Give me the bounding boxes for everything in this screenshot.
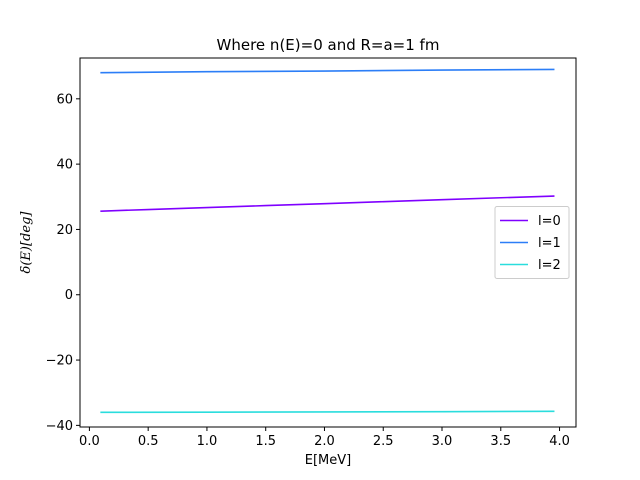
y-tick-label: 0 [65, 288, 73, 303]
y-tick-label: 40 [56, 158, 73, 173]
x-tick-label: 1.5 [255, 434, 276, 449]
x-tick-label: 2.5 [373, 434, 394, 449]
y-axis-ticks: −40 −20 0 20 40 60 [46, 92, 80, 434]
x-tick-label: 0.0 [79, 434, 100, 449]
series-line-l1 [100, 68, 555, 74]
chart-legend: l=0 l=1 l=2 [494, 206, 570, 279]
plot-lines [100, 68, 555, 414]
y-tick-label: −40 [46, 419, 73, 434]
x-axis-label: E[MeV] [305, 453, 351, 468]
legend-box [494, 206, 570, 279]
x-tick-label: 4.0 [549, 434, 570, 449]
legend-label: l=2 [538, 258, 561, 273]
x-tick-label: 0.5 [138, 434, 159, 449]
legend-items: l=0 l=1 l=2 [500, 214, 561, 273]
y-tick-label: 20 [56, 223, 73, 238]
x-tick-label: 1.0 [197, 434, 218, 449]
y-tick-label: −20 [46, 354, 73, 369]
x-axis-ticks: 0.0 0.5 1.0 1.5 2.0 2.5 3.0 3.5 4.0 [79, 427, 570, 449]
series-line-l0 [100, 195, 555, 212]
series-line-l2 [100, 410, 555, 414]
y-tick-label: 60 [56, 92, 73, 107]
x-tick-label: 2.0 [314, 434, 335, 449]
plot-frame [79, 57, 577, 428]
x-tick-label: 3.5 [490, 434, 511, 449]
legend-label: l=0 [538, 214, 561, 229]
legend-label: l=1 [538, 236, 561, 251]
x-tick-label: 3.0 [432, 434, 453, 449]
chart-title: Where n(E)=0 and R=a=1 fm [217, 36, 440, 54]
y-axis-label: δ(E)[deg] [19, 211, 34, 274]
